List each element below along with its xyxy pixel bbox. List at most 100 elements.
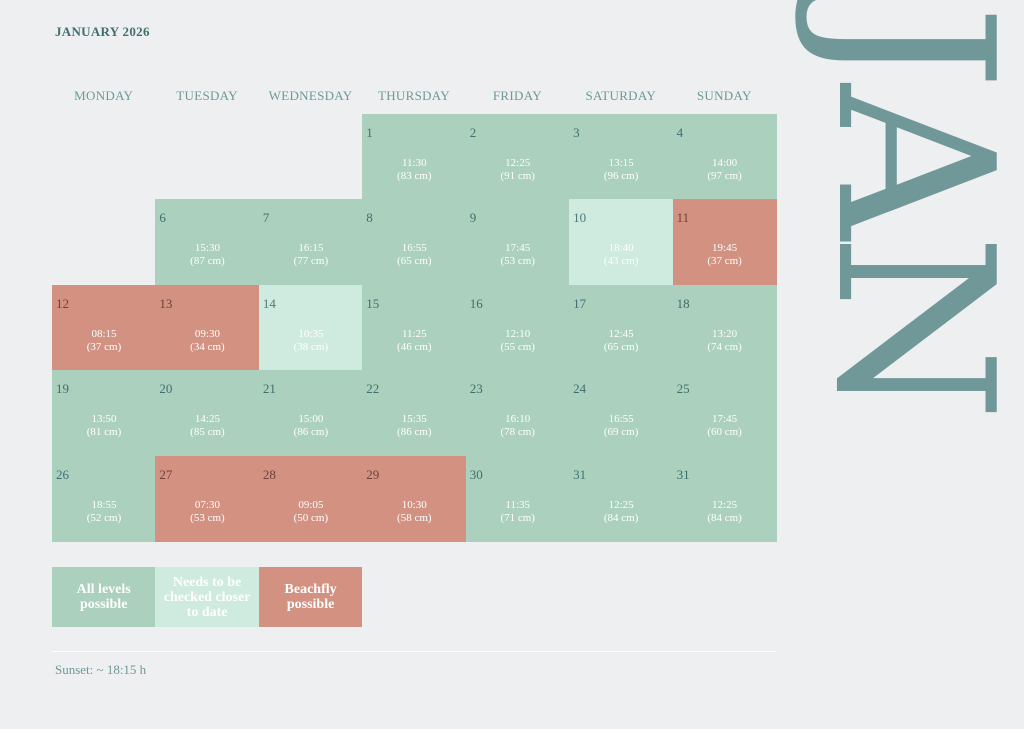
- calendar-day-cell: 6 15:30 (87 cm): [155, 199, 260, 286]
- calendar-day-cell: 8 16:55 (65 cm): [362, 199, 467, 286]
- day-number: 22: [366, 381, 380, 397]
- calendar-day-cell: 12 08:15 (37 cm): [52, 284, 157, 371]
- tide-height: (84 cm): [707, 511, 742, 524]
- tide-time: 17:45: [712, 413, 738, 426]
- calendar-day-cell: 10 18:40 (43 cm): [569, 199, 674, 286]
- calendar-day-cell: 24 16:55 (69 cm): [569, 370, 674, 457]
- calendar-grid: 1 11:30 (83 cm) 2 12:25 (91 cm) 3 13:15 (96 cm) 4…: [52, 114, 777, 542]
- tide-height: (43 cm): [603, 255, 639, 268]
- tide-time: 13:15: [608, 157, 634, 169]
- day-number: 13: [159, 295, 173, 311]
- calendar-day-cell: 2 12:25 (91 cm): [465, 114, 570, 200]
- tide-time: 18:55: [91, 498, 117, 511]
- tide-time: 15:00: [298, 413, 324, 426]
- day-number: 14: [262, 295, 276, 311]
- tide-time: 11:30: [401, 157, 427, 169]
- tide-time: 16:55: [401, 242, 427, 255]
- tide-height: (96 cm): [603, 170, 639, 182]
- tide-height: (52 cm): [86, 511, 122, 524]
- tide-height: (37 cm): [86, 340, 122, 353]
- tide-time: 16:55: [608, 413, 634, 426]
- day-number: 18: [676, 295, 690, 311]
- tide-time: 17:45: [505, 242, 531, 255]
- day-number: 15: [366, 295, 380, 311]
- calendar-day-cell: 28 09:05 (50 cm): [258, 455, 363, 542]
- day-number: 4: [676, 125, 684, 140]
- month-watermark: JAN: [789, 4, 1024, 416]
- tide-height: (86 cm): [397, 426, 432, 439]
- day-number: 12: [56, 295, 69, 311]
- tide-height: (86 cm): [293, 426, 329, 439]
- weekday-wednesday: WEDNESDAY: [268, 88, 353, 103]
- calendar-day-cell: 15 11:25 (46 cm): [362, 284, 467, 371]
- tide-height: (38 cm): [293, 340, 329, 353]
- calendar-day-cell: 7 16:15 (77 cm): [258, 199, 363, 286]
- tide-height: (34 cm): [190, 340, 225, 353]
- tide-height: (65 cm): [397, 255, 432, 268]
- legend-beachfly: Beachfly possible: [258, 567, 363, 627]
- tide-height: (84 cm): [603, 511, 639, 524]
- tide-height: (91 cm): [500, 170, 535, 182]
- calendar-day-cell: 17 12:45 (65 cm): [569, 284, 674, 371]
- day-number: 31: [676, 466, 690, 482]
- tide-time: 10:30: [401, 498, 427, 511]
- tide-time: 15:30: [194, 242, 220, 255]
- tide-time: 07:30: [194, 498, 220, 511]
- calendar-day-cell: 13 09:30 (34 cm): [155, 284, 260, 371]
- weekday-saturday: SATURDAY: [585, 88, 657, 103]
- day-number: 21: [262, 381, 276, 397]
- tide-height: (81 cm): [86, 426, 122, 439]
- tide-time: 18:40: [608, 242, 634, 255]
- calendar-day-cell: 26 18:55 (52 cm): [52, 455, 157, 542]
- divider: [52, 651, 776, 652]
- tide-time: 12:25: [712, 498, 738, 511]
- calendar-day-cell: 30 11:35 (71 cm): [465, 455, 570, 542]
- day-number: 25: [676, 381, 690, 397]
- tide-time: 11:35: [505, 498, 531, 511]
- day-number: 9: [469, 210, 477, 226]
- calendar-day-cell: 31 12:25 (84 cm): [569, 455, 674, 542]
- day-number: 23: [469, 381, 483, 397]
- day-number: 30: [469, 466, 483, 482]
- tide-height: (78 cm): [500, 426, 535, 439]
- tide-time: 12:25: [505, 157, 531, 169]
- weekday-header: MONDAY TUESDAY WEDNESDAY THURSDAY FRIDAY…: [52, 88, 776, 106]
- tide-height: (60 cm): [707, 426, 742, 439]
- weekday-tuesday: TUESDAY: [176, 88, 238, 103]
- tide-height: (74 cm): [707, 340, 742, 353]
- calendar-day-cell: 14 10:35 (38 cm): [258, 284, 363, 371]
- tide-time: 16:15: [298, 242, 324, 255]
- day-number: 26: [56, 466, 69, 482]
- tide-height: (85 cm): [190, 426, 225, 439]
- day-number: 20: [159, 381, 173, 397]
- calendar-day-cell: 1 11:30 (83 cm): [362, 114, 467, 200]
- day-number: 7: [262, 210, 270, 226]
- tide-time: 12:45: [608, 327, 634, 340]
- tide-time: 11:25: [401, 327, 427, 340]
- tide-time: 08:15: [91, 327, 117, 340]
- legend-all-levels: All levels possible: [52, 567, 156, 627]
- calendar-day-cell: 9 17:45 (53 cm): [465, 199, 570, 286]
- tide-height: (58 cm): [397, 511, 432, 524]
- legend-check-later: Needs to be checked closer to date: [155, 567, 259, 627]
- tide-time: 09:30: [194, 327, 220, 340]
- day-number: 6: [159, 210, 166, 226]
- tide-time: 10:35: [298, 327, 324, 340]
- tide-height: (50 cm): [293, 511, 329, 524]
- tide-time: 09:05: [298, 498, 324, 511]
- calendar-day-cell: 22 15:35 (86 cm): [362, 370, 467, 457]
- weekday-sunday: SUNDAY: [696, 88, 752, 103]
- day-number: 10: [573, 210, 587, 226]
- tide-height: (53 cm): [500, 255, 535, 268]
- day-number: 31: [573, 466, 587, 482]
- tide-height: (55 cm): [500, 340, 535, 353]
- calendar-day-cell: 20 14:25 (85 cm): [155, 370, 260, 457]
- month-watermark-text: JAN: [789, 4, 1024, 416]
- tide-time: 13:50: [91, 413, 117, 426]
- day-number: 1: [366, 125, 373, 140]
- calendar-day-cell: 27 07:30 (53 cm): [155, 455, 260, 542]
- calendar-day-cell: 18 13:20 (74 cm): [672, 284, 777, 371]
- day-number: 19: [56, 381, 69, 397]
- day-number: 24: [573, 381, 587, 397]
- tide-height: (46 cm): [397, 340, 432, 353]
